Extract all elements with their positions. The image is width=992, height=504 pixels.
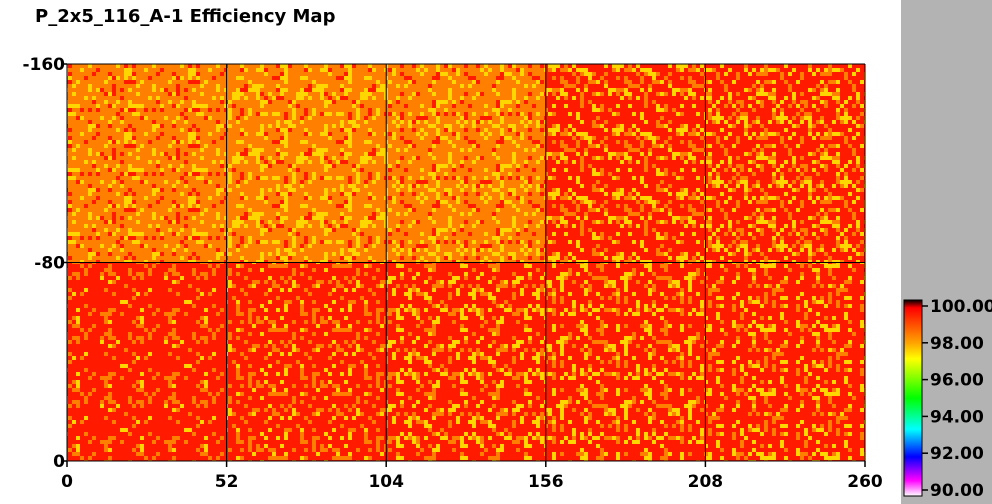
- heatmap-block: [705, 262, 865, 461]
- colorbar: 100.00 98.00 96.00 94.00 92.00 90.00: [903, 297, 992, 501]
- y-tick-label: 0: [53, 452, 65, 472]
- colorbar-label: 96.00: [930, 371, 984, 391]
- x-tick-label: 52: [215, 472, 239, 492]
- colorbar-gradient: [903, 299, 923, 497]
- colorbar-label: 92.00: [930, 444, 984, 464]
- x-tick-label: 156: [528, 472, 564, 492]
- axes: 0 52 104 156 208 260 0 -80 -160: [22, 55, 882, 492]
- heatmap-block: [226, 262, 387, 461]
- colorbar-label: 94.00: [930, 407, 984, 427]
- x-tick-label: 208: [688, 472, 724, 492]
- y-tick-label: -80: [34, 254, 65, 274]
- colorbar-label: 100.00: [930, 297, 992, 317]
- x-tick-label: 0: [61, 472, 73, 492]
- heatmap-block: [545, 262, 706, 461]
- heatmap-block: [226, 64, 387, 263]
- x-tick-label: 104: [368, 472, 404, 492]
- colorbar-ticks: 100.00 98.00 96.00 94.00 92.00 90.00: [922, 297, 992, 501]
- efficiency-map-plot: 0 52 104 156 208 260 0 -80 -160: [22, 55, 882, 492]
- chart-title: P_2x5_116_A-1 Efficiency Map: [35, 6, 336, 27]
- colorbar-label: 98.00: [930, 334, 984, 354]
- x-tick-label: 260: [847, 472, 883, 492]
- colorbar-panel: 100.00 98.00 96.00 94.00 92.00 90.00: [901, 0, 992, 504]
- heatmap-block: [386, 64, 546, 263]
- heatmap-cells: [67, 64, 865, 461]
- block-grid: [66, 63, 866, 462]
- heatmap-block: [67, 262, 227, 461]
- y-tick-label: -160: [22, 55, 65, 75]
- heatmap-block: [705, 64, 865, 263]
- heatmap-block: [545, 64, 706, 263]
- heatmap-block: [67, 64, 227, 263]
- heatmap-block: [386, 262, 546, 461]
- colorbar-label: 90.00: [930, 481, 984, 501]
